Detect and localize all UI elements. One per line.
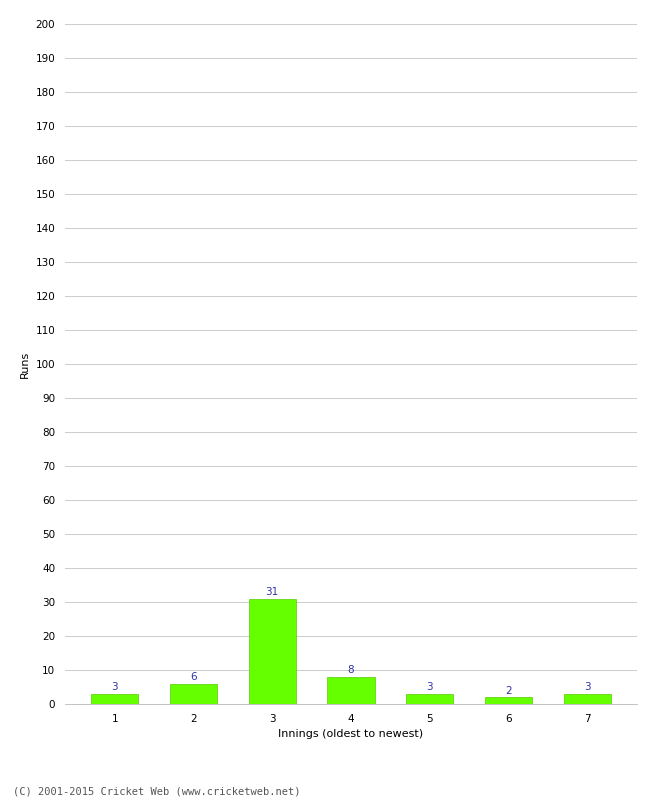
Bar [564,694,611,704]
Text: (C) 2001-2015 Cricket Web (www.cricketweb.net): (C) 2001-2015 Cricket Web (www.cricketwe… [13,786,300,796]
Text: 31: 31 [266,587,279,597]
X-axis label: Innings (oldest to newest): Innings (oldest to newest) [278,730,424,739]
Bar [248,598,296,704]
Text: 3: 3 [111,682,118,692]
Text: 2: 2 [505,686,512,695]
Bar [91,694,138,704]
Text: 6: 6 [190,672,197,682]
Text: 8: 8 [348,665,354,675]
Text: 3: 3 [426,682,433,692]
Bar [406,694,454,704]
Bar [170,683,217,704]
Y-axis label: Runs: Runs [20,350,30,378]
Bar [328,677,374,704]
Text: 3: 3 [584,682,591,692]
Bar [485,697,532,704]
